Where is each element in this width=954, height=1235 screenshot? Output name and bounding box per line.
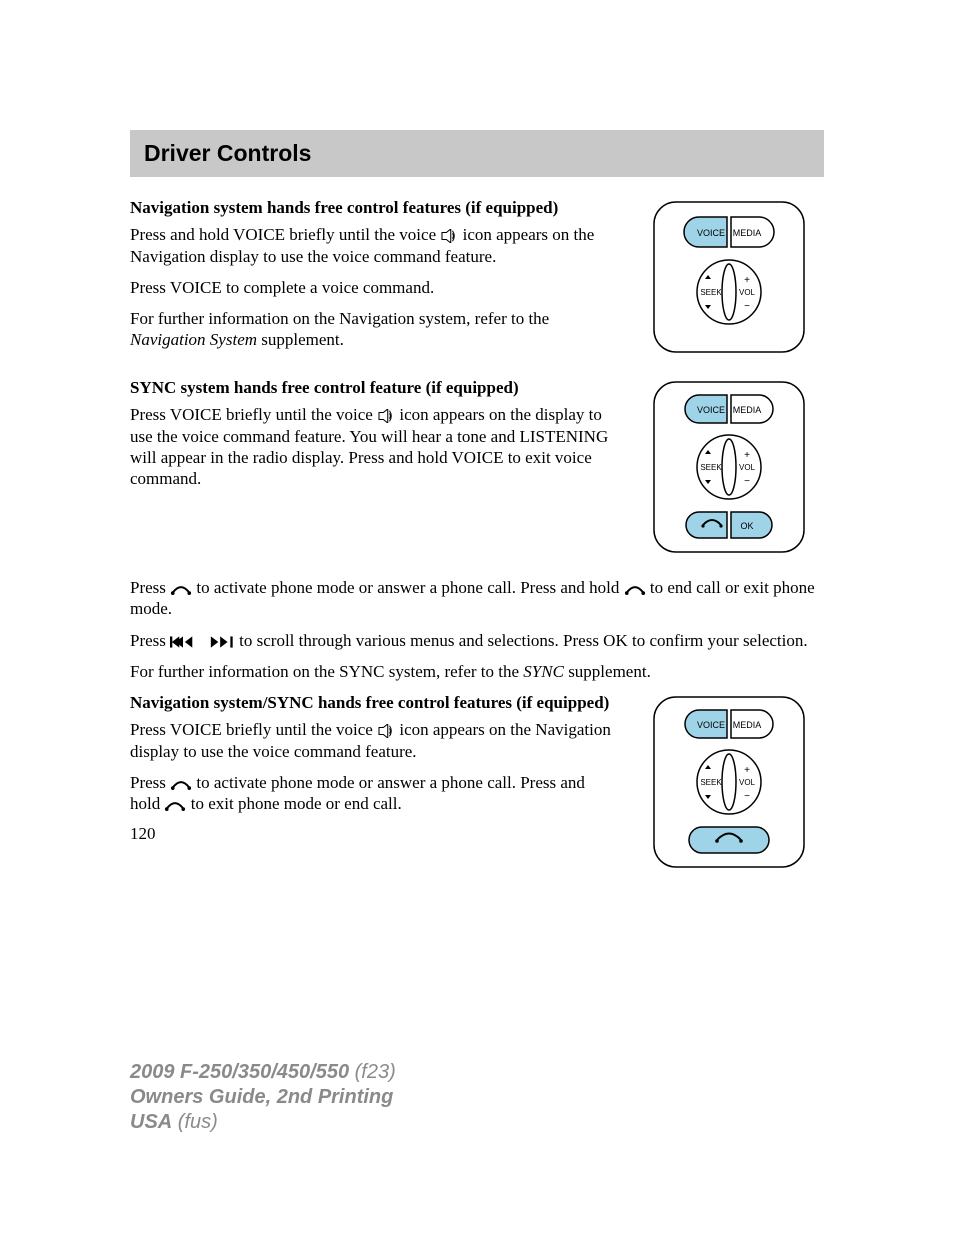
section-2-p1: Press VOICE briefly until the voice icon… <box>130 404 614 489</box>
section-2-p3: Press to scroll through various menus an… <box>130 630 824 651</box>
svg-text:VOL: VOL <box>739 463 756 472</box>
section-2-p4: For further information on the SYNC syst… <box>130 661 824 682</box>
seek-next-icon <box>209 635 235 649</box>
seek-label: SEEK <box>700 288 722 297</box>
section-3-row: Navigation system/SYNC hands free contro… <box>130 692 824 892</box>
section-1-p1: Press and hold VOICE briefly until the v… <box>130 224 614 267</box>
section-3-p1: Press VOICE briefly until the voice icon… <box>130 719 614 762</box>
svg-text:MEDIA: MEDIA <box>733 720 762 730</box>
section-1-p3: For further information on the Navigatio… <box>130 308 614 351</box>
vol-label: VOL <box>739 288 756 297</box>
section-title: Driver Controls <box>144 140 810 167</box>
svg-text:+: + <box>744 765 750 776</box>
svg-text:SEEK: SEEK <box>700 778 722 787</box>
section-3-p2: Press to activate phone mode or answer a… <box>130 772 614 815</box>
svg-text:−: − <box>744 476 750 487</box>
ok-label: OK <box>740 521 753 531</box>
section-2-text: SYNC system hands free control feature (… <box>130 377 614 499</box>
voice-icon <box>377 724 395 738</box>
section-1-diagram: VOICE MEDIA SEEK VOL + − <box>634 197 824 377</box>
section-2-heading: SYNC system hands free control feature (… <box>130 377 614 398</box>
section-1-row: Navigation system hands free control fea… <box>130 197 824 377</box>
voice-label: VOICE <box>697 228 725 238</box>
section-2-p2: Press to activate phone mode or answer a… <box>130 577 824 620</box>
section-1-text: Navigation system hands free control fea… <box>130 197 614 361</box>
section-2-row: SYNC system hands free control feature (… <box>130 377 824 577</box>
phone-icon <box>170 582 192 596</box>
section-3-heading: Navigation system/SYNC hands free contro… <box>130 692 614 713</box>
media-label: MEDIA <box>733 228 762 238</box>
page-footer: 2009 F-250/350/450/550 (f23) Owners Guid… <box>130 1060 396 1135</box>
phone-icon <box>624 582 646 596</box>
svg-text:−: − <box>744 301 750 312</box>
control-pad-diagram-1: VOICE MEDIA SEEK VOL + − <box>649 197 809 357</box>
section-3-diagram: VOICE MEDIA SEEK VOL + − <box>634 692 824 892</box>
svg-text:SEEK: SEEK <box>700 463 722 472</box>
section-1-p2: Press VOICE to complete a voice command. <box>130 277 614 298</box>
phone-icon <box>164 798 186 812</box>
svg-text:+: + <box>744 450 750 461</box>
control-pad-diagram-3: VOICE MEDIA SEEK VOL + − <box>649 692 809 872</box>
seek-prev-icon <box>170 635 196 649</box>
svg-text:VOICE: VOICE <box>697 720 725 730</box>
svg-text:VOICE: VOICE <box>697 405 725 415</box>
page-number: 120 <box>130 824 614 844</box>
control-pad-diagram-2: VOICE MEDIA SEEK VOL + − <box>649 377 809 557</box>
page-content: Driver Controls Navigation system hands … <box>0 0 954 892</box>
svg-text:+: + <box>744 275 750 286</box>
svg-text:MEDIA: MEDIA <box>733 405 762 415</box>
section-3-text: Navigation system/SYNC hands free contro… <box>130 692 614 844</box>
section-2-diagram: VOICE MEDIA SEEK VOL + − <box>634 377 824 577</box>
phone-icon <box>170 777 192 791</box>
svg-text:−: − <box>744 791 750 802</box>
voice-icon <box>377 409 395 423</box>
section-1-heading: Navigation system hands free control fea… <box>130 197 614 218</box>
svg-text:VOL: VOL <box>739 778 756 787</box>
voice-icon <box>440 229 458 243</box>
section-header-bar: Driver Controls <box>130 130 824 177</box>
